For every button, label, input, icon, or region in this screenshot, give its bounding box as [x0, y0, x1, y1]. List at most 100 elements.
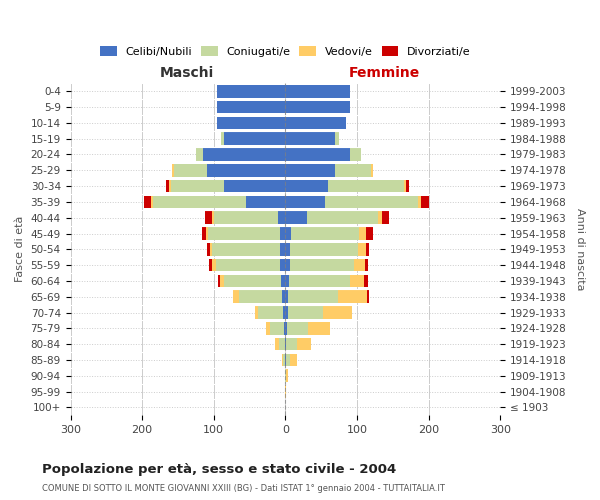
Bar [286, 370, 287, 382]
Bar [284, 370, 286, 382]
Bar [286, 306, 287, 319]
Bar [358, 243, 365, 256]
Legend: Celibi/Nubili, Coniugati/e, Vedovi/e, Divorziati/e: Celibi/Nubili, Coniugati/e, Vedovi/e, Di… [97, 42, 474, 60]
Bar [338, 290, 367, 303]
Bar [286, 259, 290, 272]
Bar [172, 164, 175, 176]
Bar [169, 180, 171, 192]
Bar [288, 290, 338, 303]
Bar [286, 85, 350, 98]
Bar [224, 132, 286, 145]
Bar [280, 259, 286, 272]
Bar [214, 212, 278, 224]
Bar [143, 196, 151, 208]
Bar [286, 116, 346, 129]
Bar [217, 116, 286, 129]
Text: Femmine: Femmine [349, 66, 420, 80]
Y-axis label: Anni di nascita: Anni di nascita [575, 208, 585, 290]
Bar [278, 212, 286, 224]
Bar [286, 354, 290, 366]
Bar [354, 259, 365, 272]
Bar [258, 306, 283, 319]
Bar [282, 290, 286, 303]
Bar [239, 290, 282, 303]
Bar [286, 180, 328, 192]
Bar [269, 322, 284, 334]
Bar [220, 274, 224, 287]
Bar [371, 164, 373, 176]
Bar [286, 227, 291, 240]
Bar [212, 212, 214, 224]
Bar [283, 354, 286, 366]
Bar [286, 322, 287, 334]
Bar [206, 243, 210, 256]
Bar [206, 227, 208, 240]
Bar [266, 322, 269, 334]
Bar [224, 180, 286, 192]
Bar [171, 180, 224, 192]
Bar [286, 243, 290, 256]
Bar [289, 274, 350, 287]
Bar [404, 180, 406, 192]
Bar [286, 100, 350, 114]
Bar [290, 243, 358, 256]
Bar [212, 243, 280, 256]
Bar [328, 180, 404, 192]
Bar [153, 196, 246, 208]
Bar [212, 259, 216, 272]
Bar [151, 196, 153, 208]
Bar [286, 148, 350, 161]
Bar [202, 227, 206, 240]
Bar [290, 259, 354, 272]
Bar [290, 354, 297, 366]
Bar [166, 180, 169, 192]
Bar [287, 322, 308, 334]
Text: Popolazione per età, sesso e stato civile - 2004: Popolazione per età, sesso e stato civil… [42, 462, 396, 475]
Bar [221, 132, 224, 145]
Bar [284, 322, 286, 334]
Bar [206, 164, 286, 176]
Y-axis label: Fasce di età: Fasce di età [15, 216, 25, 282]
Bar [382, 212, 389, 224]
Bar [406, 180, 409, 192]
Bar [284, 338, 286, 350]
Bar [275, 338, 279, 350]
Bar [286, 338, 297, 350]
Bar [254, 306, 258, 319]
Bar [287, 306, 323, 319]
Bar [175, 164, 206, 176]
Bar [233, 290, 239, 303]
Bar [350, 148, 361, 161]
Bar [283, 306, 286, 319]
Bar [203, 148, 286, 161]
Text: Maschi: Maschi [160, 66, 214, 80]
Bar [365, 259, 368, 272]
Bar [308, 322, 330, 334]
Bar [286, 290, 288, 303]
Bar [286, 132, 335, 145]
Bar [297, 338, 311, 350]
Bar [281, 274, 286, 287]
Bar [379, 212, 382, 224]
Bar [323, 306, 352, 319]
Bar [286, 274, 289, 287]
Bar [335, 132, 339, 145]
Bar [209, 259, 212, 272]
Bar [307, 212, 379, 224]
Bar [246, 196, 286, 208]
Bar [366, 227, 373, 240]
Bar [216, 259, 280, 272]
Bar [286, 164, 335, 176]
Bar [418, 196, 421, 208]
Bar [224, 274, 281, 287]
Bar [210, 243, 212, 256]
Bar [365, 243, 369, 256]
Bar [280, 227, 286, 240]
Bar [350, 274, 364, 287]
Bar [335, 164, 371, 176]
Bar [325, 196, 418, 208]
Bar [364, 274, 368, 287]
Bar [217, 100, 286, 114]
Bar [359, 227, 366, 240]
Bar [279, 338, 284, 350]
